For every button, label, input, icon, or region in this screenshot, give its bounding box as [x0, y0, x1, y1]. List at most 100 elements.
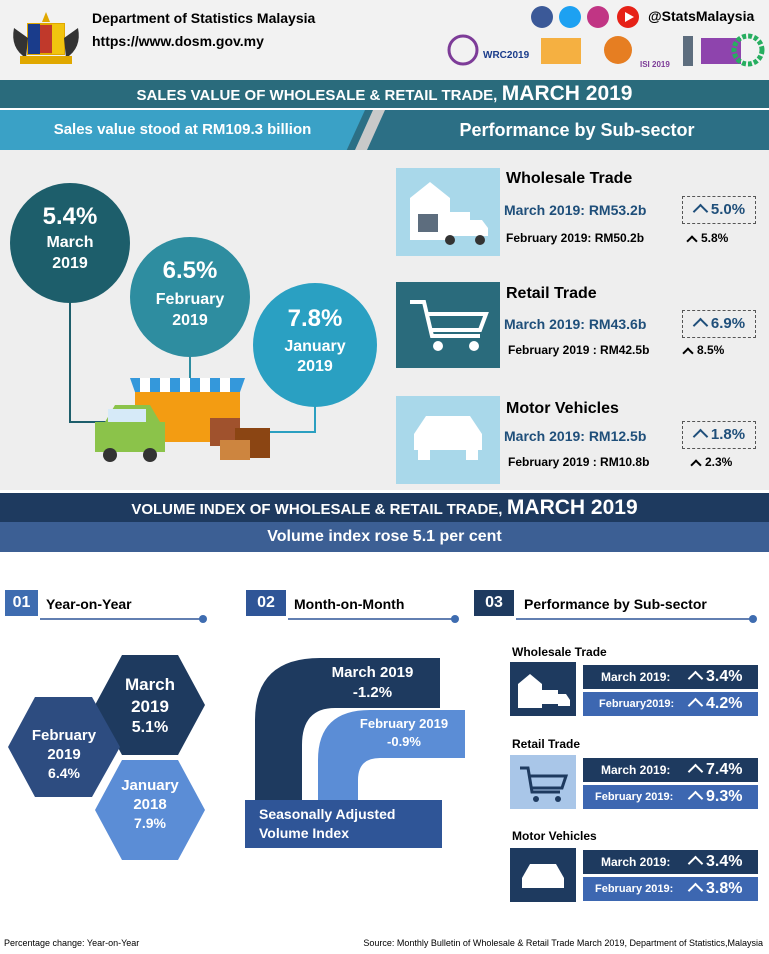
bubble-year: 2019: [52, 255, 88, 272]
volume-title-bar: VOLUME INDEX OF WHOLESALE & RETAIL TRADE…: [0, 493, 769, 522]
subsector-name: Retail Trade: [506, 285, 597, 302]
bubble-year: 2019: [172, 312, 208, 329]
subsector-name: Wholesale Trade: [506, 170, 633, 187]
subsector-previous: February 2019: RM50.2b: [506, 231, 645, 245]
yoy-pct: 7.9%: [134, 815, 166, 831]
footer-note: Percentage change: Year-on-Year: [4, 938, 140, 948]
sales-title-date: MARCH 2019: [501, 82, 633, 105]
sales-title: SALES VALUE OF WHOLESALE & RETAIL TRADE,: [136, 87, 498, 104]
logo-row: [447, 33, 765, 67]
caption-line: Seasonally Adjusted: [259, 806, 396, 822]
yoy-month: March: [124, 675, 176, 694]
mom-caption: Seasonally Adjusted Volume Index: [245, 800, 442, 848]
subsector-previous: February 2019 : RM10.8b: [508, 455, 650, 469]
row-change: 9.3%: [706, 788, 743, 805]
vol-subsector-name: Wholesale Trade: [512, 645, 607, 659]
current-change: 1.8%: [682, 421, 756, 449]
subsector-name: Motor Vehicles: [506, 400, 619, 417]
volume-headline: Volume index rose 5.1 per cent: [0, 522, 769, 552]
row-label: February 2019:: [595, 883, 674, 895]
bubble-graphic: [10, 183, 377, 462]
bubble-month: January: [284, 338, 346, 355]
row-label: February2019:: [599, 698, 675, 710]
bubble-year: 2019: [297, 358, 333, 375]
vol-subsector-icons: [510, 662, 576, 902]
current-change: 5.0%: [682, 196, 756, 224]
yoy-year: 2019: [47, 746, 81, 763]
mom-pct: -1.2%: [352, 684, 393, 701]
vol-row: March 2019: 7.4%: [583, 758, 758, 782]
section-num: 01: [5, 590, 38, 616]
yoy-month: January: [121, 777, 179, 794]
volume-title: VOLUME INDEX OF WHOLESALE & RETAIL TRADE…: [131, 501, 503, 518]
previous-change: 8.5%: [682, 343, 725, 359]
logo-text: ISI 2019: [640, 60, 670, 69]
vol-subsector-name: Motor Vehicles: [512, 829, 597, 843]
previous-change-value: 8.5%: [697, 343, 725, 357]
section-label: Performance by Sub-sector: [524, 596, 707, 612]
mom-label: February 2019: [359, 716, 449, 731]
vol-subsector-name: Retail Trade: [512, 737, 581, 751]
caption-line: Volume Index: [259, 825, 349, 841]
current-change-value: 1.8%: [710, 426, 746, 443]
section-label: Month-on-Month: [294, 596, 405, 612]
logo-text: WRC2019: [483, 50, 530, 61]
crest: [13, 12, 79, 64]
row-label: March 2019:: [601, 670, 671, 684]
social-icons[interactable]: [530, 5, 645, 29]
row-label: March 2019:: [601, 855, 671, 869]
sales-headline: Sales value stood at RM109.3 billion: [0, 110, 365, 150]
bubble-month: February: [155, 291, 225, 308]
section-label: Year-on-Year: [46, 596, 132, 612]
subsector-icons: [396, 168, 500, 484]
vol-row: March 2019: 3.4%: [583, 665, 758, 689]
vol-row: February 2019: 3.8%: [583, 877, 758, 901]
org-url[interactable]: https://www.dosm.gov.my: [92, 33, 264, 49]
bubble-pct: 5.4%: [42, 203, 98, 230]
social-handle[interactable]: @StatsMalaysia: [648, 8, 755, 24]
yoy-month: February: [31, 727, 97, 744]
mom-graphic: [255, 658, 465, 800]
yoy-pct: 5.1%: [131, 719, 169, 736]
yoy-year: 2019: [131, 697, 169, 716]
previous-change: 2.3%: [690, 455, 733, 471]
bubble-pct: 7.8%: [287, 305, 343, 332]
section-underlines: [40, 615, 757, 623]
section-num: 03: [474, 590, 514, 616]
bubble-pct: 6.5%: [162, 257, 218, 284]
vol-row: February 2019: 9.3%: [583, 785, 758, 809]
previous-change-value: 2.3%: [705, 455, 733, 469]
row-label: February 2019:: [595, 791, 674, 803]
row-label: March 2019:: [601, 763, 671, 777]
bubble-month: March: [46, 234, 94, 251]
yoy-pct: 6.4%: [48, 765, 80, 781]
row-change: 4.2%: [706, 695, 743, 712]
row-change: 3.4%: [706, 853, 743, 870]
previous-change: 5.8%: [686, 231, 729, 247]
subsector-current: March 2019: RM53.2b: [504, 202, 647, 218]
header: [0, 0, 769, 80]
footer-source: Source: Monthly Bulletin of Wholesale & …: [363, 938, 763, 948]
row-change: 3.4%: [706, 668, 743, 685]
org-name: Department of Statistics Malaysia: [92, 10, 316, 26]
sales-title-bar: SALES VALUE OF WHOLESALE & RETAIL TRADE,…: [0, 80, 769, 108]
subsector-title: Performance by Sub-sector: [459, 120, 695, 140]
hexagons: [8, 655, 205, 860]
mom-pct: -0.9%: [387, 734, 421, 749]
current-change-value: 6.9%: [710, 315, 746, 332]
volume-title-date: MARCH 2019: [506, 496, 638, 519]
subsector-current: March 2019: RM12.5b: [504, 428, 647, 444]
row-change: 7.4%: [706, 761, 743, 778]
vol-row: March 2019: 3.4%: [583, 850, 758, 874]
row-change: 3.8%: [706, 880, 743, 897]
current-change-value: 5.0%: [710, 201, 746, 218]
vol-row: February2019: 4.2%: [583, 692, 758, 716]
previous-change-value: 5.8%: [701, 231, 729, 245]
subsector-current: March 2019: RM43.6b: [504, 316, 647, 332]
current-change: 6.9%: [682, 310, 756, 338]
mom-label: March 2019: [331, 664, 414, 681]
subsector-previous: February 2019 : RM42.5b: [508, 343, 650, 357]
yoy-year: 2018: [133, 796, 167, 813]
section-num: 02: [246, 590, 286, 616]
